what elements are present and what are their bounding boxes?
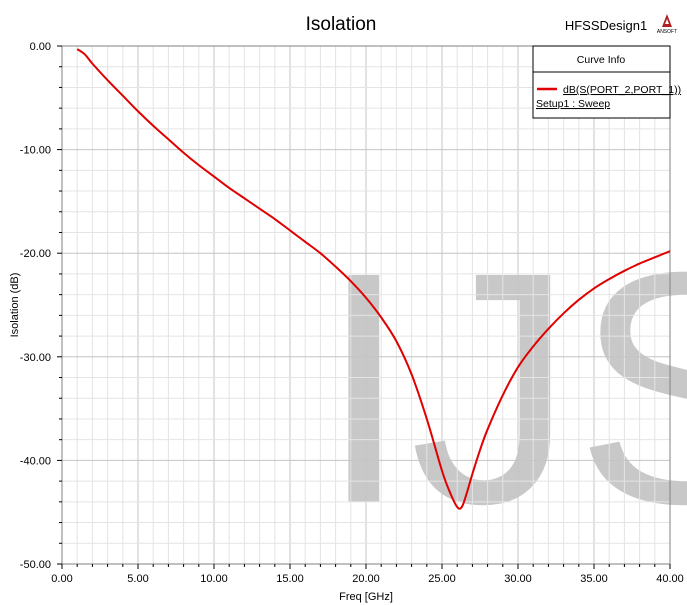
y-tick-label: -40.00	[20, 455, 51, 467]
x-tick-label: 5.00	[127, 573, 148, 585]
x-tick-label: 0.00	[51, 573, 72, 585]
chart-title: Isolation	[306, 14, 377, 35]
legend-title: Curve Info	[577, 54, 626, 66]
x-tick-label: 10.00	[200, 573, 228, 585]
y-tick-label: -20.00	[20, 248, 51, 260]
grid-lines	[62, 46, 670, 564]
axis-ticks	[57, 45, 671, 569]
series-layer	[76, 48, 671, 510]
design-name: HFSSDesign1	[565, 18, 647, 33]
legend-box	[532, 45, 671, 119]
x-axis-title: Freq [GHz]	[339, 591, 393, 603]
y-tick-label: 0.00	[30, 41, 51, 53]
x-tick-label: 40.00	[656, 573, 684, 585]
y-tick-label: -30.00	[20, 352, 51, 364]
legend-entry-sublabel: Setup1 : Sweep	[536, 98, 610, 110]
series-line	[76, 48, 671, 510]
x-tick-label: 20.00	[352, 573, 380, 585]
ansoft-logo-text: ANSOFT	[657, 29, 677, 35]
ansoft-logo: ANSOFT	[657, 14, 677, 35]
x-tick-labels: 0.00 5.00 10.00 15.00 20.00 25.00 30.00 35.00 40…	[51, 573, 683, 585]
legend: Curve Info dB(S(PORT_2,PORT_1)) Setup1 :…	[532, 45, 681, 119]
legend-entry-label: dB(S(PORT_2,PORT_1))	[563, 84, 681, 96]
y-tick-label: -10.00	[20, 145, 51, 157]
x-tick-label: 25.00	[428, 573, 456, 585]
x-tick-label: 35.00	[580, 573, 608, 585]
x-tick-label: 15.00	[276, 573, 304, 585]
x-tick-label: 30.00	[504, 573, 532, 585]
y-tick-label: -50.00	[20, 559, 51, 571]
y-axis-title: Isolation (dB)	[9, 273, 21, 338]
y-tick-labels: 0.00 -10.00 -20.00 -30.00 -40.00 -50.00	[20, 41, 51, 571]
